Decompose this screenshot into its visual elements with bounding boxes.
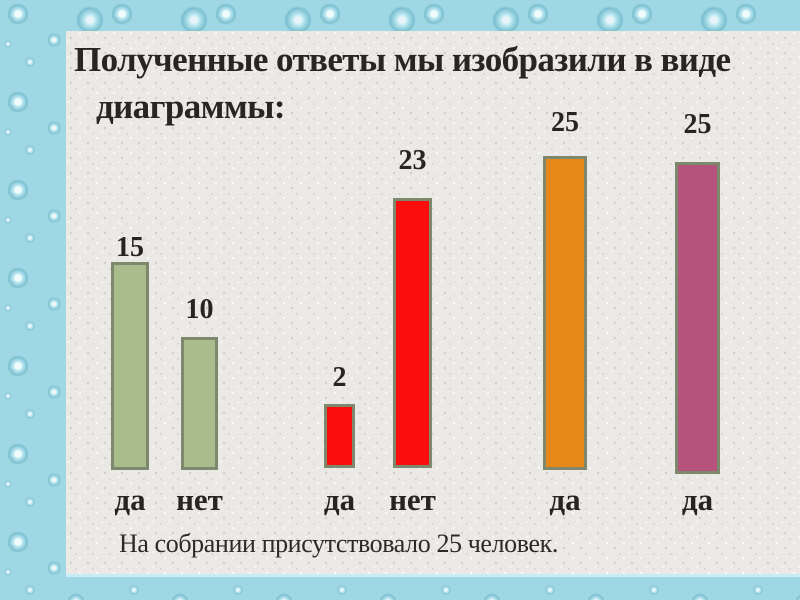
bar-category-label: нет — [176, 482, 223, 517]
bar-category-label: нет — [389, 482, 436, 517]
bar-6-да — [675, 162, 720, 474]
bar-category-label: да — [323, 482, 356, 517]
bar-value-label: 25 — [551, 107, 579, 138]
bar-category-label: да — [114, 482, 146, 517]
slide-title: Полученные ответы мы изобразили в виде д… — [74, 36, 790, 130]
bar-value-label: 23 — [398, 145, 427, 176]
bar-1-да — [111, 262, 149, 470]
bar-value-label: 10 — [185, 294, 214, 325]
slide-title-line2: диаграммы: — [96, 87, 286, 126]
bar-5-да — [543, 156, 587, 470]
slide-footer-note: На собрании присутствовало 25 человек. — [119, 529, 558, 558]
bar-category-label: да — [681, 482, 714, 517]
bar-value-label: 25 — [683, 109, 712, 140]
bar-category-label: да — [549, 482, 581, 517]
slide-title-line1: Полученные ответы мы изобразили в виде — [74, 40, 731, 79]
bar-4-нет — [393, 198, 432, 468]
bar-3-да — [324, 404, 355, 468]
bar-2-нет — [181, 337, 218, 470]
bar-value-label: 2 — [332, 362, 347, 393]
bar-value-label: 15 — [116, 232, 144, 263]
